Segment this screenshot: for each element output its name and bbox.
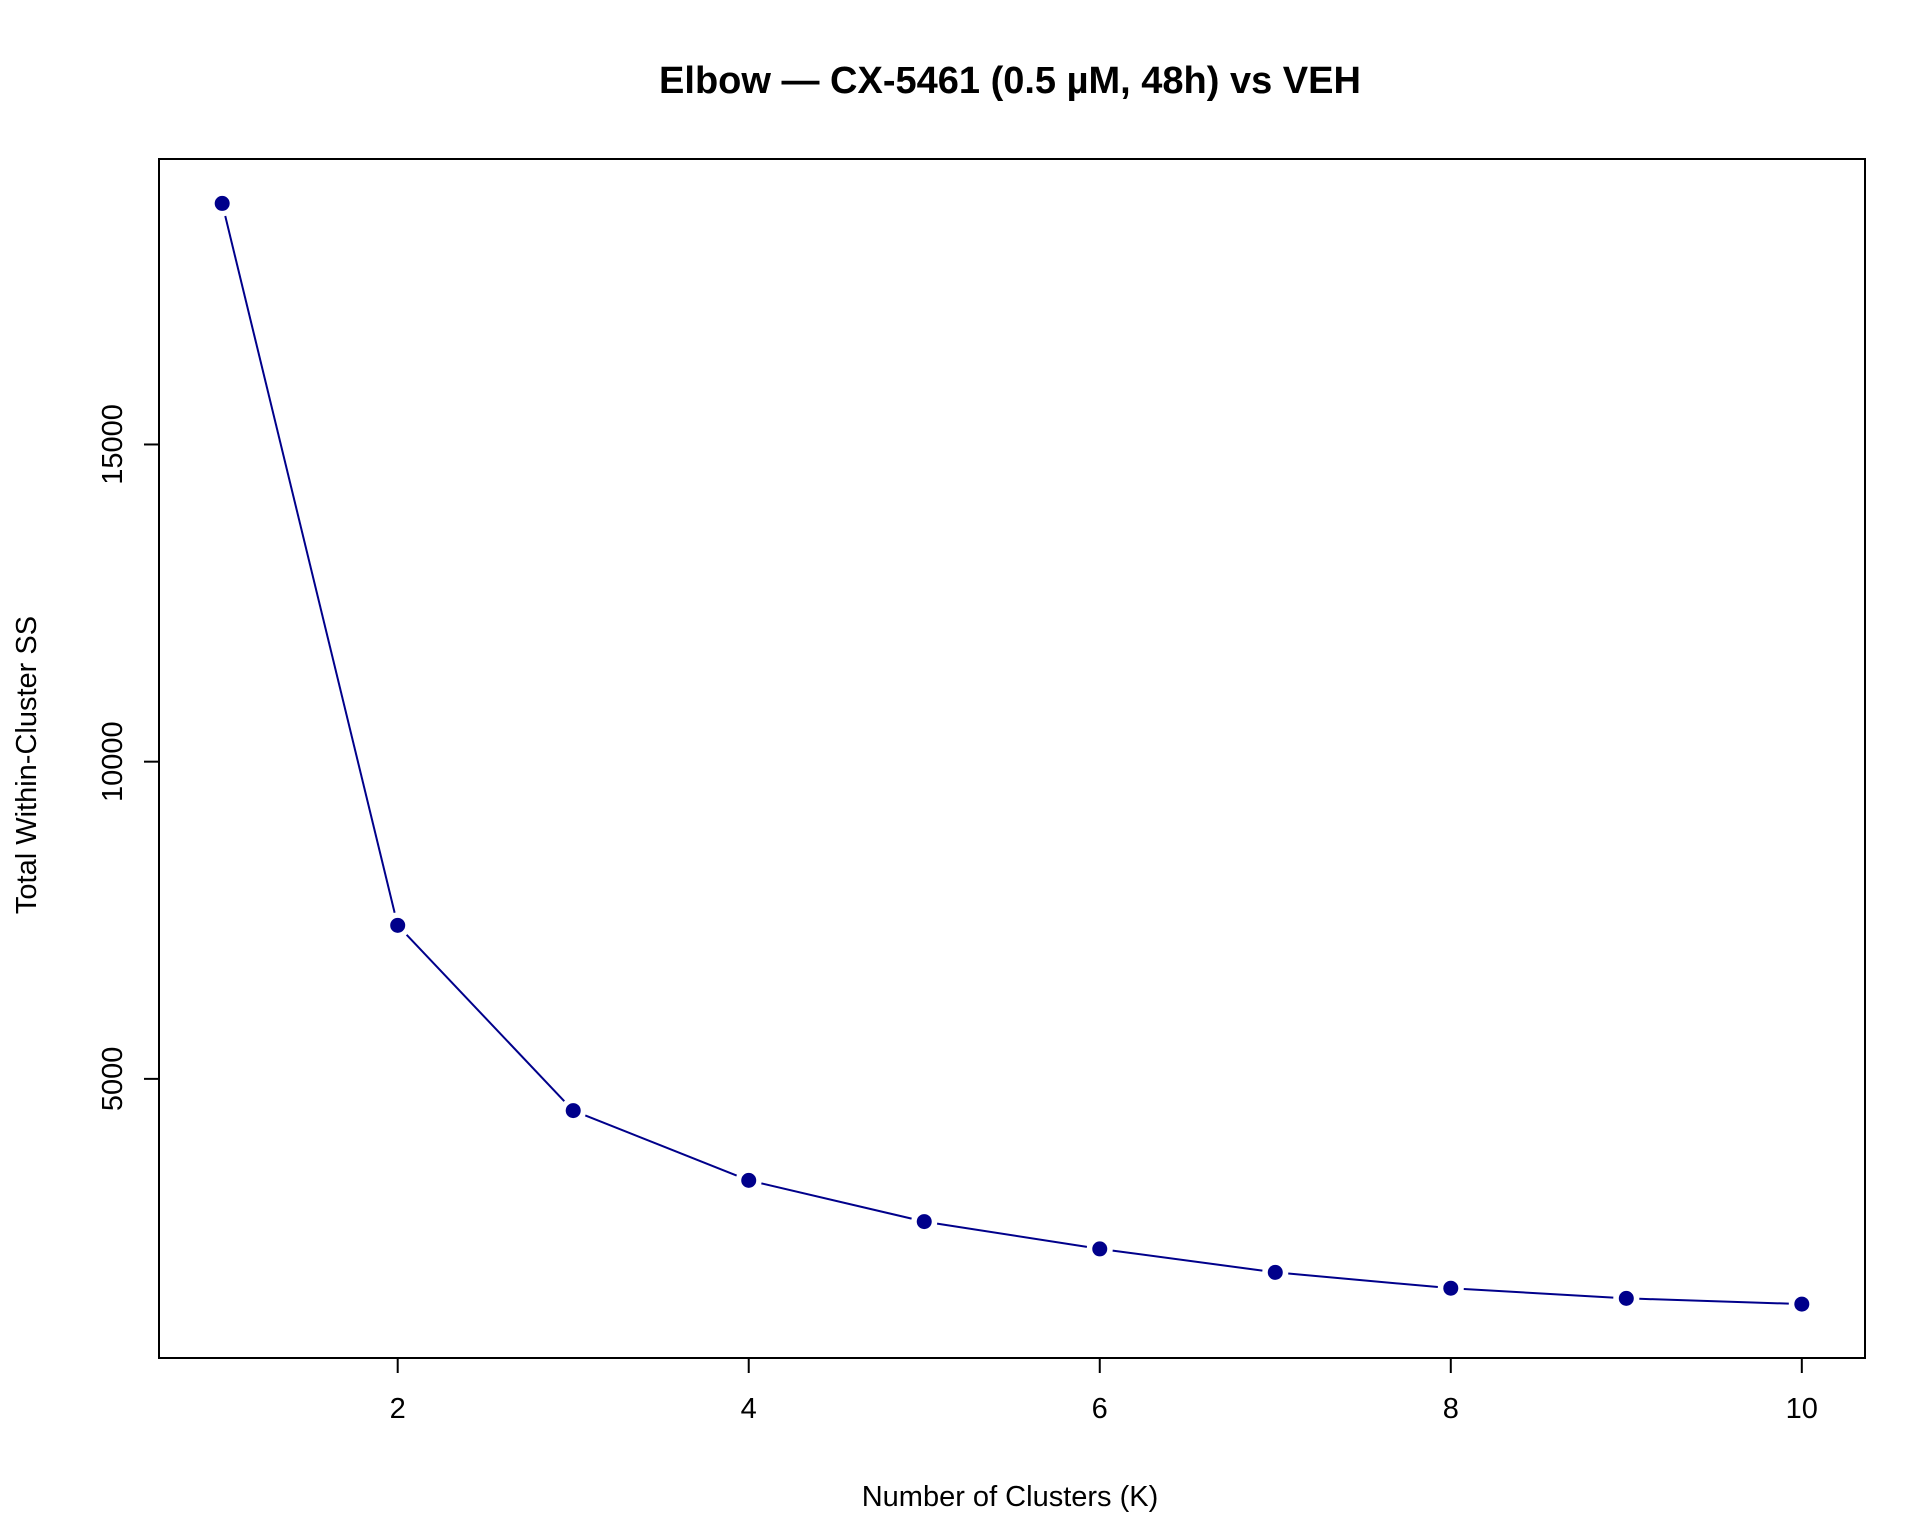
data-point [916,1214,932,1230]
series-line-segment [224,215,396,913]
data-point [741,1172,757,1188]
series-line-segment [1639,1297,1789,1305]
y-axis: 5000 10000 15000 [97,404,159,1111]
data-point [1794,1296,1810,1312]
y-tick-label: 5000 [97,1047,129,1112]
y-tick-label: 15000 [97,404,129,485]
series-line-segment [936,1222,1088,1248]
y-tick-label: 10000 [97,721,129,802]
data-point [390,917,406,933]
series-line-segment [761,1182,912,1220]
x-axis-label: Number of Clusters (K) [862,1481,1159,1513]
plot-frame [158,158,1866,1359]
x-tick-label: 8 [1443,1393,1459,1425]
data-point [1092,1241,1108,1257]
series-group [214,195,1810,1312]
data-point [214,195,230,211]
data-point [1618,1290,1634,1306]
series-line-segment [584,1114,738,1177]
x-tick-label: 4 [741,1393,757,1425]
y-axis-label: Total Within-Cluster SS [11,616,43,914]
series-line-segment [1288,1272,1438,1289]
series-line-segment [1112,1249,1263,1272]
data-point [1443,1280,1459,1296]
series-line-segment [1463,1287,1614,1299]
data-point [565,1103,581,1119]
x-tick-label: 2 [390,1393,406,1425]
x-tick-label: 10 [1786,1393,1818,1425]
x-tick-label: 6 [1092,1393,1108,1425]
chart-title: Elbow — CX-5461 (0.5 µM, 48h) vs VEH [659,60,1361,102]
data-point [1267,1264,1283,1280]
series-line-segment [405,934,565,1102]
x-axis: 2 4 6 8 10 [390,1358,1818,1425]
